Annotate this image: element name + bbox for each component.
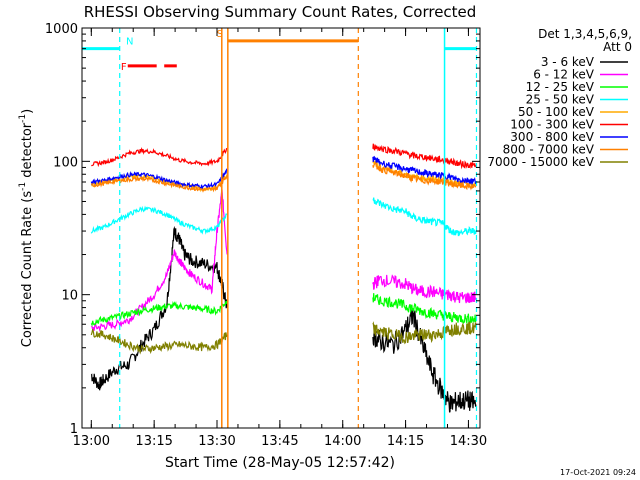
footer-date: 17-Oct-2021 09:24 — [560, 468, 636, 477]
legend-label-9: 7000 - 15000 keV — [487, 155, 594, 169]
legend-label-4: 25 - 50 keV — [526, 93, 595, 107]
series-post-line-1 — [372, 309, 477, 413]
plot-frame — [81, 27, 481, 429]
y-tick-label-2: 100 — [53, 155, 78, 170]
series-line-8 — [90, 175, 228, 193]
y-axis-label: Corrected Count Rate (s-1 detector-1) — [18, 109, 35, 347]
x-axis-label: Start Time (28-May-05 12:57:42) — [165, 455, 395, 471]
flag-label-s: S — [217, 29, 223, 40]
legend-title-2: Att 0 — [603, 40, 632, 54]
x-tick-label-5: 14:15 — [387, 434, 424, 449]
chart-title: RHESSI Observing Summary Count Rates, Co… — [84, 3, 477, 21]
series-post-line-8 — [372, 162, 477, 191]
legend-label-7: 300 - 800 keV — [510, 130, 594, 144]
series-line-1 — [90, 225, 228, 391]
legend-label-3: 12 - 25 keV — [526, 80, 595, 94]
y-tick-label-0: 1 — [70, 422, 78, 437]
series-line-6 — [91, 147, 228, 168]
series-post-line-6 — [372, 143, 477, 170]
x-tick-label-3: 13:45 — [261, 434, 298, 449]
legend-label-5: 50 - 100 keV — [518, 105, 595, 119]
x-tick-label-1: 13:15 — [135, 434, 172, 449]
y-tick-label-1: 10 — [61, 289, 78, 304]
series-line-4 — [90, 205, 228, 235]
x-tick-label-0: 13:00 — [73, 434, 110, 449]
axes: 1 10 100 1000 13:00 13:15 13:30 13:45 14:00 14:15… — [45, 22, 487, 449]
legend-title-1: Det 1,3,4,5,6,9, — [538, 27, 632, 41]
legend-label-2: 6 - 12 keV — [533, 68, 595, 82]
x-tick-label-2: 13:30 — [198, 434, 235, 449]
flag-label-f: F — [121, 62, 127, 73]
series-line-9 — [90, 329, 228, 355]
legend-label-6: 100 - 300 keV — [510, 118, 594, 132]
series-post-line-2 — [372, 274, 477, 304]
x-tick-label-6: 14:30 — [450, 434, 487, 449]
plot-area: N F S — [82, 28, 478, 428]
series-line-2 — [90, 189, 228, 333]
series-post-line-4 — [372, 197, 477, 237]
flag-label-n: N — [126, 37, 133, 48]
plot-series-group — [90, 28, 478, 428]
series-post-line-3 — [372, 293, 477, 326]
series-line-3 — [90, 300, 228, 327]
legend-label-8: 800 - 7000 keV — [503, 143, 595, 157]
series-line-7 — [90, 168, 228, 190]
y-tick-label-3: 1000 — [45, 22, 78, 37]
series-post-line-7 — [372, 155, 477, 186]
series-post-line-9 — [372, 321, 477, 345]
legend-label-1: 3 - 6 keV — [541, 55, 595, 69]
x-tick-label-4: 14:00 — [324, 434, 361, 449]
